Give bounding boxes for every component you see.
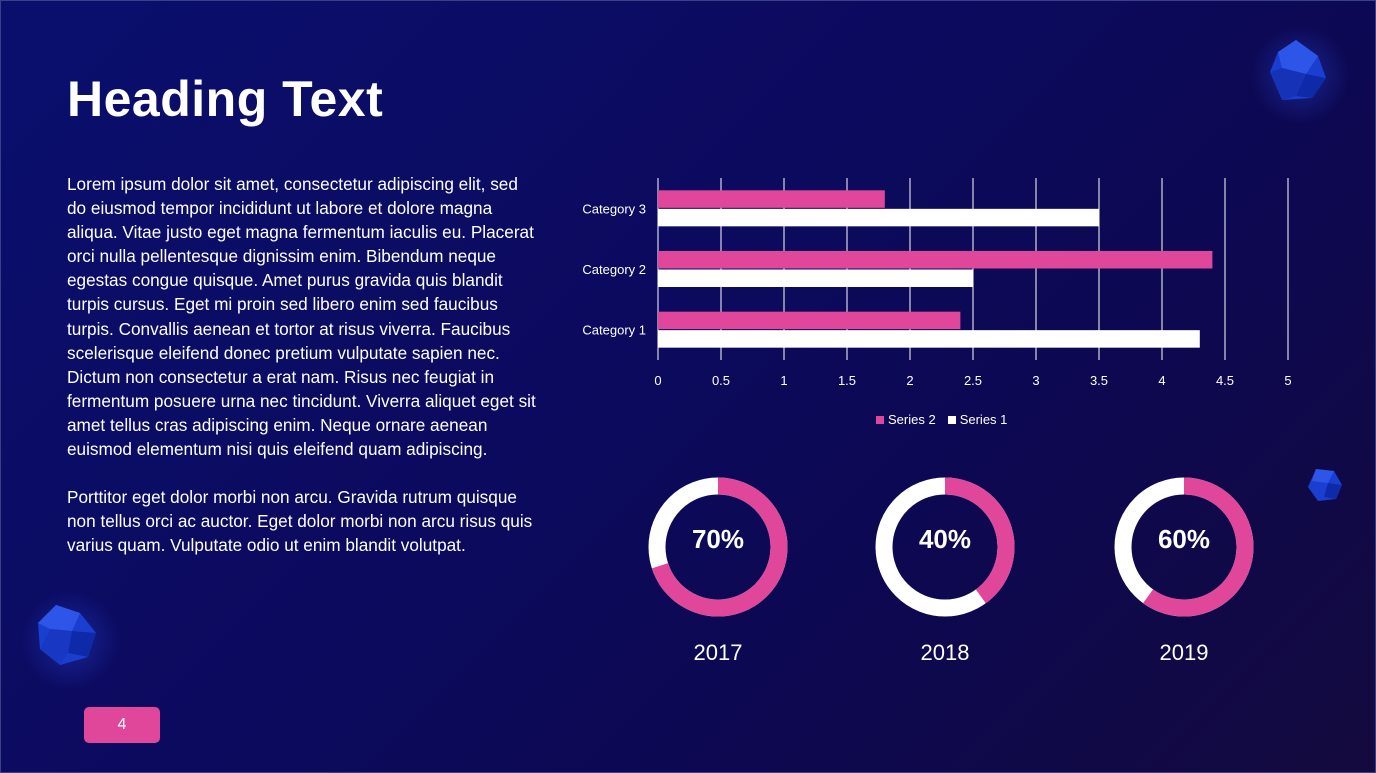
- x-tick-label: 1.5: [838, 373, 856, 388]
- donut-percent-label: 40%: [918, 524, 972, 554]
- page-number: 4: [117, 716, 127, 733]
- legend-label: Series 2: [888, 412, 936, 427]
- x-tick-label: 2: [906, 373, 913, 388]
- chart-legend: Series 2 Series 1: [876, 412, 1007, 427]
- bar-series-1: [658, 330, 1200, 348]
- category-label: Category 1: [582, 323, 646, 338]
- body-paragraph: Lorem ipsum dolor sit amet, consectetur …: [67, 174, 536, 460]
- legend-label: Series 1: [959, 412, 1008, 427]
- bar-chart: 0 0.5 1 1.5 2 2.5 3 3.5 4 4.5 5 Category 1 Category …: [582, 178, 1292, 388]
- legend-swatch: [947, 415, 956, 424]
- x-tick-label: 3: [1032, 373, 1039, 388]
- donut-year-label: 2017: [693, 640, 743, 665]
- blue-gem-icon: [38, 605, 96, 665]
- legend-item-series-1: Series 1: [947, 412, 1008, 427]
- legend-swatch: [876, 415, 884, 424]
- x-tick-label: 0: [654, 373, 661, 388]
- donut-chart-2019: 60% 2019: [1109, 472, 1259, 666]
- donut-percent-label: 60%: [1157, 524, 1211, 554]
- blue-gem-icon: [1270, 40, 1326, 100]
- x-tick-label: 0.5: [712, 373, 730, 388]
- x-tick-label: 4: [1158, 373, 1165, 388]
- donut-year-label: 2018: [920, 640, 970, 665]
- donut-value-arc: [648, 477, 788, 617]
- x-tick-label: 5: [1284, 373, 1291, 388]
- bar-series-2: [658, 311, 961, 330]
- bar-series-1: [658, 208, 1099, 227]
- blue-gem-icon: [1308, 469, 1342, 501]
- heading: Heading Text: [67, 71, 384, 127]
- category-label: Category 2: [582, 262, 646, 277]
- page-number-badge: 4: [84, 707, 160, 743]
- x-tick-label: 3.5: [1090, 373, 1108, 388]
- body-text: Lorem ipsum dolor sit amet, consectetur …: [67, 172, 537, 581]
- donut-percent-label: 70%: [691, 524, 745, 554]
- bar-series-2: [658, 251, 1213, 269]
- body-paragraph: Porttitor eget dolor morbi non arcu. Gra…: [67, 487, 533, 556]
- donut-ring: [875, 477, 1015, 617]
- donut-value-arc: [875, 477, 1015, 617]
- donut-chart-2017: 70% 2017: [643, 472, 793, 666]
- legend-item-series-2: Series 2: [876, 412, 936, 427]
- bar-series-1: [658, 269, 973, 287]
- category-label: Category 3: [582, 201, 646, 216]
- donut-value-arc: [1114, 477, 1254, 617]
- x-tick-label: 1: [780, 373, 787, 388]
- bar-series-2: [658, 190, 885, 208]
- x-tick-label: 4.5: [1216, 373, 1234, 388]
- donut-year-label: 2019: [1159, 640, 1209, 665]
- donut-ring: [1114, 477, 1254, 617]
- donut-ring: [648, 477, 788, 617]
- donut-chart-2018: 40% 2018: [870, 472, 1020, 666]
- x-tick-label: 2.5: [964, 373, 982, 388]
